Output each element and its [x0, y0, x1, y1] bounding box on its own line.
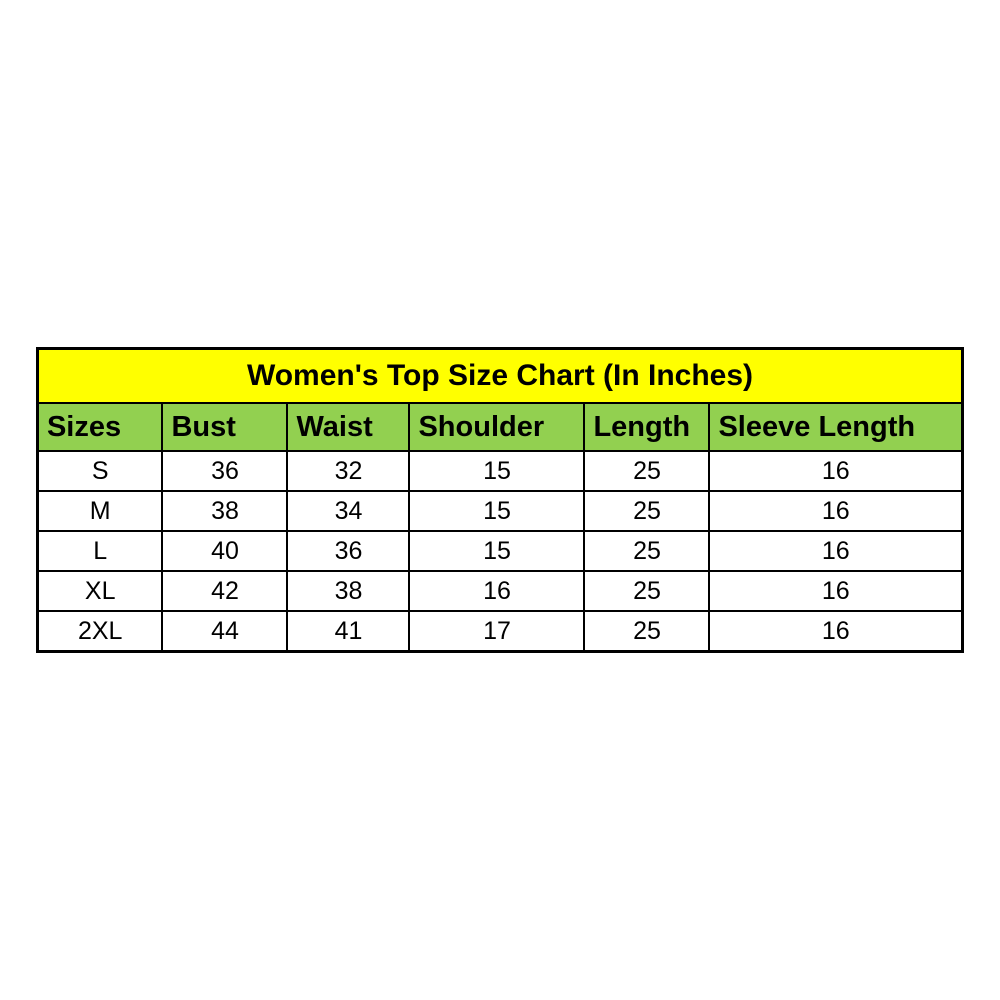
cell-waist: 36 [286, 530, 411, 572]
cell-shoulder: 15 [408, 490, 586, 532]
cell-sleeve-length: 16 [708, 490, 964, 532]
table-row: 2XL 44 41 17 25 16 [36, 610, 964, 653]
table-title: Women's Top Size Chart (In Inches) [36, 347, 964, 404]
cell-sleeve-length: 16 [708, 570, 964, 612]
header-row: Sizes Bust Waist Shoulder Length Sleeve … [36, 402, 964, 452]
cell-sleeve-length: 16 [708, 610, 964, 653]
column-header-length: Length [583, 402, 711, 452]
cell-shoulder: 15 [408, 450, 586, 492]
cell-length: 25 [583, 450, 711, 492]
cell-sleeve-length: 16 [708, 530, 964, 572]
column-header-bust: Bust [161, 402, 289, 452]
cell-waist: 32 [286, 450, 411, 492]
cell-length: 25 [583, 570, 711, 612]
cell-size: XL [36, 570, 164, 612]
cell-shoulder: 15 [408, 530, 586, 572]
title-row: Women's Top Size Chart (In Inches) [36, 347, 964, 404]
cell-shoulder: 17 [408, 610, 586, 653]
cell-length: 25 [583, 490, 711, 532]
cell-bust: 42 [161, 570, 289, 612]
cell-length: 25 [583, 610, 711, 653]
table-row: XL 42 38 16 25 16 [36, 570, 964, 612]
cell-waist: 34 [286, 490, 411, 532]
cell-bust: 40 [161, 530, 289, 572]
column-header-sizes: Sizes [36, 402, 164, 452]
cell-size: S [36, 450, 164, 492]
cell-size: L [36, 530, 164, 572]
cell-sleeve-length: 16 [708, 450, 964, 492]
cell-size: 2XL [36, 610, 164, 653]
size-chart-table: Women's Top Size Chart (In Inches) Sizes… [35, 347, 965, 653]
cell-bust: 44 [161, 610, 289, 653]
table-row: S 36 32 15 25 16 [36, 450, 964, 492]
cell-shoulder: 16 [408, 570, 586, 612]
cell-length: 25 [583, 530, 711, 572]
column-header-sleeve-length: Sleeve Length [708, 402, 964, 452]
cell-bust: 36 [161, 450, 289, 492]
column-header-waist: Waist [286, 402, 411, 452]
cell-size: M [36, 490, 164, 532]
cell-waist: 41 [286, 610, 411, 653]
table-row: L 40 36 15 25 16 [36, 530, 964, 572]
column-header-shoulder: Shoulder [408, 402, 586, 452]
cell-bust: 38 [161, 490, 289, 532]
table-row: M 38 34 15 25 16 [36, 490, 964, 532]
cell-waist: 38 [286, 570, 411, 612]
